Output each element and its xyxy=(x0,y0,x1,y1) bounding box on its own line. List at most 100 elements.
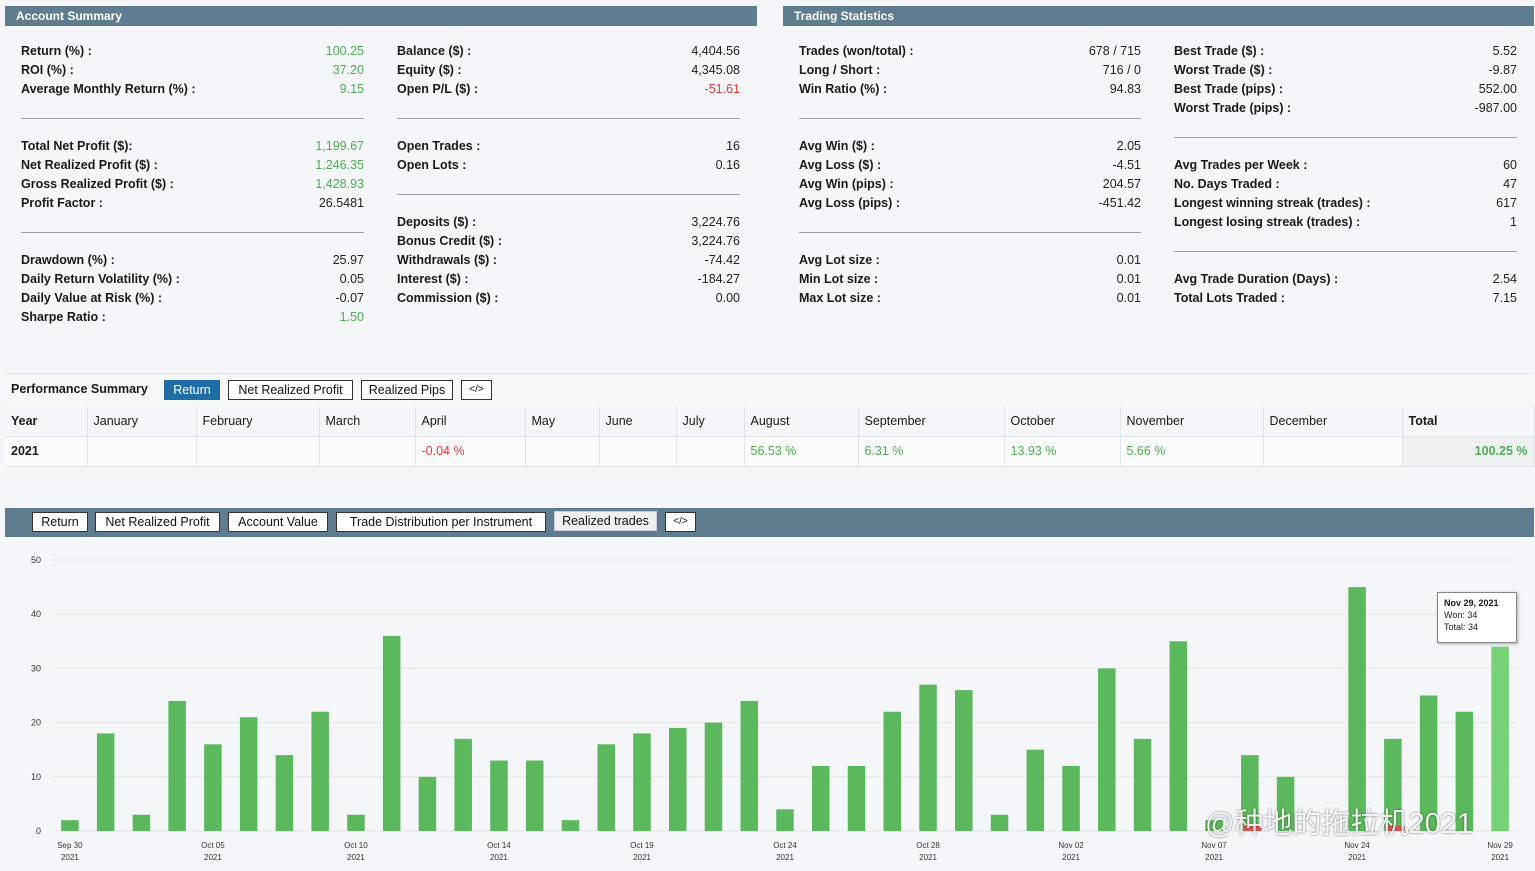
column-header: Year xyxy=(5,406,88,437)
column-header: February xyxy=(196,406,320,437)
stat-row: ROI (%) : 37.20 xyxy=(21,61,364,80)
stat-value: -0.07 xyxy=(335,291,365,305)
stat-row: Avg Win ($) : 2.05 xyxy=(799,137,1141,156)
win-bar xyxy=(132,814,151,831)
win-bar xyxy=(1098,668,1116,831)
win-bar xyxy=(1455,711,1474,831)
stat-row: Long / Short : 716 / 0 xyxy=(799,61,1141,80)
stat-row: Avg Loss ($) : -4.51 xyxy=(799,156,1141,175)
y-tick-label: 0 xyxy=(36,826,41,836)
x-tick-label: Nov 24 xyxy=(1344,841,1370,850)
win-bar xyxy=(1384,738,1402,831)
chart-tab-net-realized-profit[interactable]: Net Realized Profit xyxy=(95,512,220,532)
tooltip-total: Total: 34 xyxy=(1444,622,1479,632)
stat-row: Open Trades : 16 xyxy=(397,137,740,156)
stat-value: 26.5481 xyxy=(318,196,364,210)
month-cell xyxy=(1263,436,1403,467)
stat-label: Avg Win (pips) : xyxy=(799,177,894,191)
x-tick-label: Sep 30 xyxy=(57,841,83,850)
loss-bar xyxy=(1244,825,1262,831)
chart-tab-return[interactable]: Return xyxy=(32,512,88,532)
chart-embed-code-button[interactable]: </> xyxy=(665,512,696,532)
stat-value: 60 xyxy=(1503,158,1517,172)
stat-row: Deposits ($) : 3,224.76 xyxy=(397,213,740,232)
account-summary-title: Account Summary xyxy=(16,9,123,23)
win-bar xyxy=(883,711,902,831)
chart-tab-bar: Return Net Realized Profit Account Value… xyxy=(5,508,1534,537)
chart-tab-account-value[interactable]: Account Value xyxy=(228,512,328,532)
performance-table: Year January February March April May June July… xyxy=(5,406,1535,467)
stat-label: Longest winning streak (trades) : xyxy=(1174,196,1371,210)
stat-row: Net Realized Profit ($) : 1,246.35 xyxy=(21,156,364,175)
x-tick-year: 2021 xyxy=(490,853,508,862)
x-tick-label: Nov 02 xyxy=(1058,841,1084,850)
stat-row: Best Trade ($) : 5.52 xyxy=(1174,42,1517,61)
perf-tab-return[interactable]: Return xyxy=(164,380,220,400)
stat-value: -74.42 xyxy=(704,253,740,267)
stat-label: Net Realized Profit ($) : xyxy=(21,158,158,172)
stat-label: Profit Factor : xyxy=(21,196,103,210)
chart-tab-trade-distribution[interactable]: Trade Distribution per Instrument xyxy=(336,512,546,532)
month-cell xyxy=(196,436,320,467)
stat-label: Avg Win ($) : xyxy=(799,139,875,153)
stat-label: Avg Loss ($) : xyxy=(799,158,882,172)
row-year: 2021 xyxy=(5,436,88,467)
stat-value: 2.05 xyxy=(1116,139,1141,153)
stat-row: Sharpe Ratio : 1.50 xyxy=(21,308,364,327)
stat-row: Open P/L ($) : -51.61 xyxy=(397,80,740,99)
stat-row: Longest winning streak (trades) : 617 xyxy=(1174,194,1517,213)
stat-label: Return (%) : xyxy=(21,44,92,58)
stat-label: Daily Value at Risk (%) : xyxy=(21,291,163,305)
account-summary-col-2: Balance ($) : 4,404.56 Equity ($) : 4,345.0… xyxy=(397,42,740,332)
stat-label: Best Trade (pips) : xyxy=(1174,82,1284,96)
stat-value: -4.51 xyxy=(1112,158,1142,172)
y-tick-label: 40 xyxy=(31,609,41,619)
perf-tab-realized-pips[interactable]: Realized Pips xyxy=(361,380,453,400)
column-header: December xyxy=(1263,406,1403,437)
stat-value: 5.52 xyxy=(1492,44,1517,58)
perf-embed-code-button[interactable]: </> xyxy=(461,380,492,400)
stat-label: Best Trade ($) : xyxy=(1174,44,1265,58)
stat-value: -184.27 xyxy=(697,272,740,286)
stat-row: Avg Loss (pips) : -451.42 xyxy=(799,194,1141,213)
x-tick-label: Oct 14 xyxy=(487,841,511,850)
win-bar xyxy=(561,820,580,831)
win-bar xyxy=(955,690,973,831)
perf-tab-net-realized-profit[interactable]: Net Realized Profit xyxy=(228,380,353,400)
month-cell: 13.93 % xyxy=(1004,436,1121,467)
stat-label: Total Lots Traded : xyxy=(1174,291,1285,305)
stat-value: 25.97 xyxy=(332,253,364,267)
stat-label: Trades (won/total) : xyxy=(799,44,914,58)
stat-label: Min Lot size : xyxy=(799,272,879,286)
win-bar xyxy=(633,733,651,831)
stat-row: Daily Value at Risk (%) : -0.07 xyxy=(21,289,364,308)
x-tick-label: Oct 24 xyxy=(773,841,797,850)
performance-table-header: Year January February March April May June July… xyxy=(5,406,1535,437)
watermark: @种地的拖拉机2021 xyxy=(1205,808,1473,840)
stat-label: Total Net Profit ($): xyxy=(21,139,133,153)
x-tick-year: 2021 xyxy=(347,853,365,862)
stat-row: Balance ($) : 4,404.56 xyxy=(397,42,740,61)
stat-value: 3,224.76 xyxy=(691,215,740,229)
win-bar xyxy=(96,733,115,831)
month-cell xyxy=(319,436,416,467)
stat-value: 1,428.93 xyxy=(315,177,364,191)
stat-label: Longest losing streak (trades) : xyxy=(1174,215,1361,229)
column-header: May xyxy=(525,406,600,437)
stat-label: Interest ($) : xyxy=(397,272,469,286)
trading-statistics-col-2: Best Trade ($) : 5.52 Worst Trade ($) : -9.… xyxy=(1174,42,1517,332)
x-tick-label: Oct 28 xyxy=(916,841,940,850)
column-header: July xyxy=(676,406,745,437)
win-bar xyxy=(490,760,508,831)
win-bar xyxy=(990,814,1009,831)
stat-label: Long / Short : xyxy=(799,63,881,77)
chart-tab-realized-trades[interactable]: Realized trades xyxy=(554,511,657,531)
win-bar xyxy=(168,700,186,831)
performance-summary-title: Performance Summary xyxy=(11,382,148,396)
win-bar xyxy=(1062,765,1080,831)
stat-label: No. Days Traded : xyxy=(1174,177,1280,191)
divider xyxy=(799,117,1141,119)
stat-row: Commission ($) : 0.00 xyxy=(397,289,740,308)
month-cell: 6.31 % xyxy=(858,436,1005,467)
stat-row: Open Lots : 0.16 xyxy=(397,156,740,175)
